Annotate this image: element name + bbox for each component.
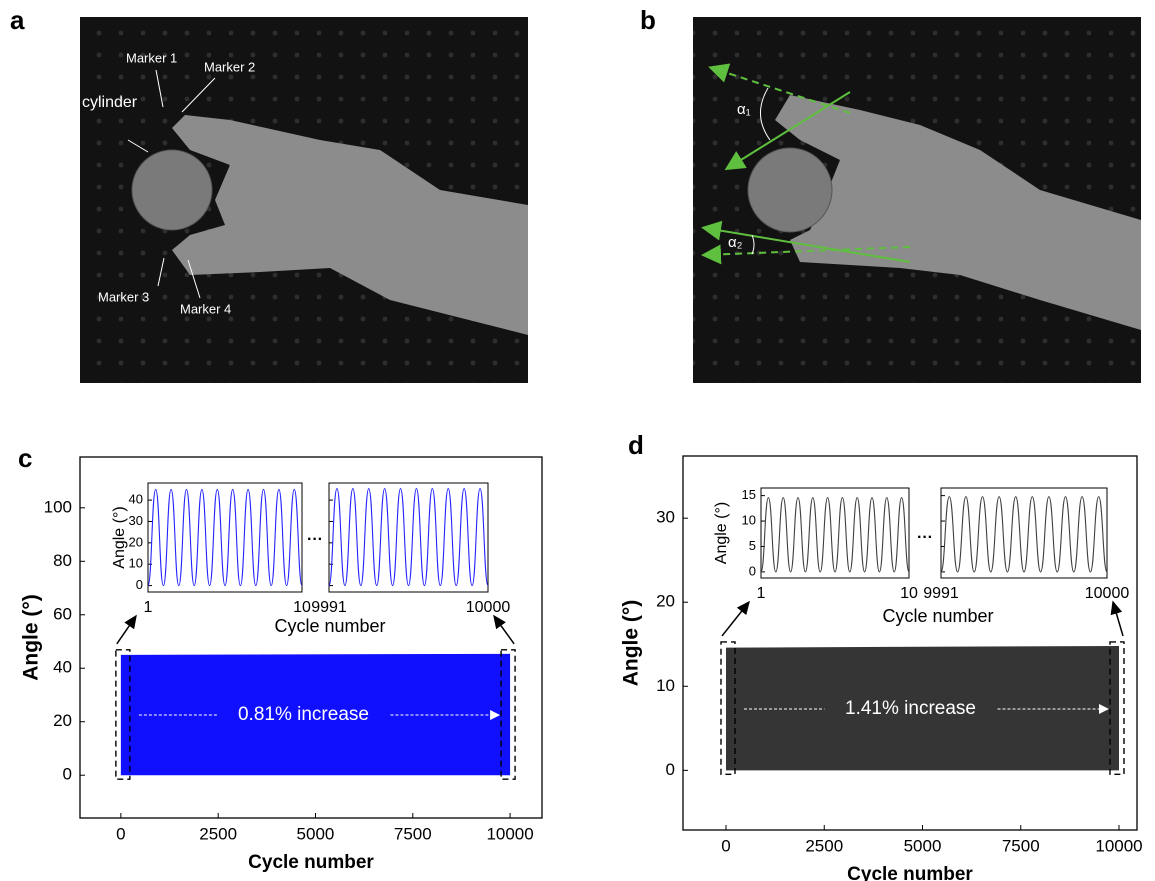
y-tick-label: 0: [63, 765, 72, 784]
inset-frame: [761, 488, 909, 578]
annotation: Marker 2: [204, 59, 255, 74]
panel-label: b: [640, 5, 656, 35]
annotation: 0.81% increase: [238, 704, 369, 725]
y-tick-label: 100: [44, 497, 72, 516]
y-tick-label: 20: [656, 592, 675, 611]
inset-pointer: [722, 602, 749, 636]
y-tick-label: 30: [656, 508, 675, 527]
x-tick-label: 1: [757, 585, 766, 602]
annotation: cylinder: [82, 94, 138, 111]
y-tick-label: 0: [666, 760, 675, 779]
annotation: Marker 3: [98, 289, 149, 304]
x-tick-label: 10000: [1095, 836, 1142, 855]
inset-pointer: [117, 616, 136, 644]
x-tick-label: 10: [293, 599, 311, 616]
y-axis-label: Angle (°): [20, 594, 43, 681]
x-tick-label: 9991: [311, 599, 347, 616]
y-tick-label: 40: [53, 658, 72, 677]
page: a Marker 1 Marker 2 cylinder Marker 3 Ma…: [0, 0, 1155, 881]
x-axis-label: Cycle number: [882, 606, 993, 626]
annotation: α₂: [728, 234, 743, 251]
annotation: Marker 4: [180, 301, 231, 316]
panel-label: a: [10, 5, 25, 35]
y-tick-label: 10: [129, 556, 143, 571]
x-tick-label: 5000: [904, 836, 942, 855]
x-tick-label: 2500: [805, 836, 843, 855]
figure: a Marker 1 Marker 2 cylinder Marker 3 Ma…: [0, 0, 1155, 881]
annotation: α₁: [737, 101, 751, 118]
x-tick-label: 7500: [1002, 836, 1040, 855]
inset-pointer: [1113, 602, 1123, 636]
inset-pointer: [494, 616, 514, 644]
y-axis-label: Angle (°): [620, 600, 643, 687]
separator: ···: [917, 529, 933, 546]
y-tick-label: 60: [53, 604, 72, 623]
x-axis-label: Cycle number: [274, 616, 385, 636]
x-tick-label: 1: [144, 599, 153, 616]
cylinder: [748, 148, 832, 232]
y-tick-label: 20: [53, 711, 72, 730]
x-tick-label: 9991: [923, 585, 959, 602]
y-tick-label: 15: [742, 487, 756, 502]
x-tick-label: 7500: [394, 824, 432, 843]
x-axis-label: Cycle number: [847, 864, 973, 881]
x-tick-label: 2500: [199, 824, 237, 843]
y-tick-label: 10: [656, 676, 675, 695]
x-tick-label: 0: [721, 836, 730, 855]
y-tick-label: 10: [742, 512, 756, 527]
x-tick-label: 5000: [297, 824, 335, 843]
y-tick-label: 5: [749, 538, 756, 553]
x-axis-label: Cycle number: [248, 852, 374, 873]
separator: ···: [307, 531, 323, 548]
y-axis-label: Angle (°): [713, 502, 730, 564]
inset-frame: [941, 488, 1107, 578]
x-tick-label: 10000: [1085, 585, 1130, 602]
inset-frame: [329, 483, 488, 592]
annotation: 1.41% increase: [845, 698, 976, 719]
x-tick-label: 10: [900, 585, 918, 602]
y-tick-label: 0: [136, 577, 143, 592]
panel-label: d: [628, 430, 644, 460]
y-axis-label: Angle (°): [111, 506, 128, 568]
y-tick-label: 20: [129, 534, 143, 549]
y-tick-label: 40: [129, 492, 143, 507]
y-tick-label: 30: [129, 513, 143, 528]
photo-b: b α₁ α₂: [640, 5, 1141, 383]
x-tick-label: 10000: [466, 599, 511, 616]
inset-frame: [148, 483, 302, 592]
y-tick-label: 80: [53, 551, 72, 570]
x-tick-label: 10000: [486, 824, 533, 843]
photo-a: a Marker 1 Marker 2 cylinder Marker 3 Ma…: [10, 5, 528, 383]
panel-label: c: [18, 443, 32, 473]
annotation: Marker 1: [126, 50, 177, 65]
x-tick-label: 0: [116, 824, 125, 843]
cylinder: [132, 150, 212, 230]
y-tick-label: 0: [749, 563, 756, 578]
